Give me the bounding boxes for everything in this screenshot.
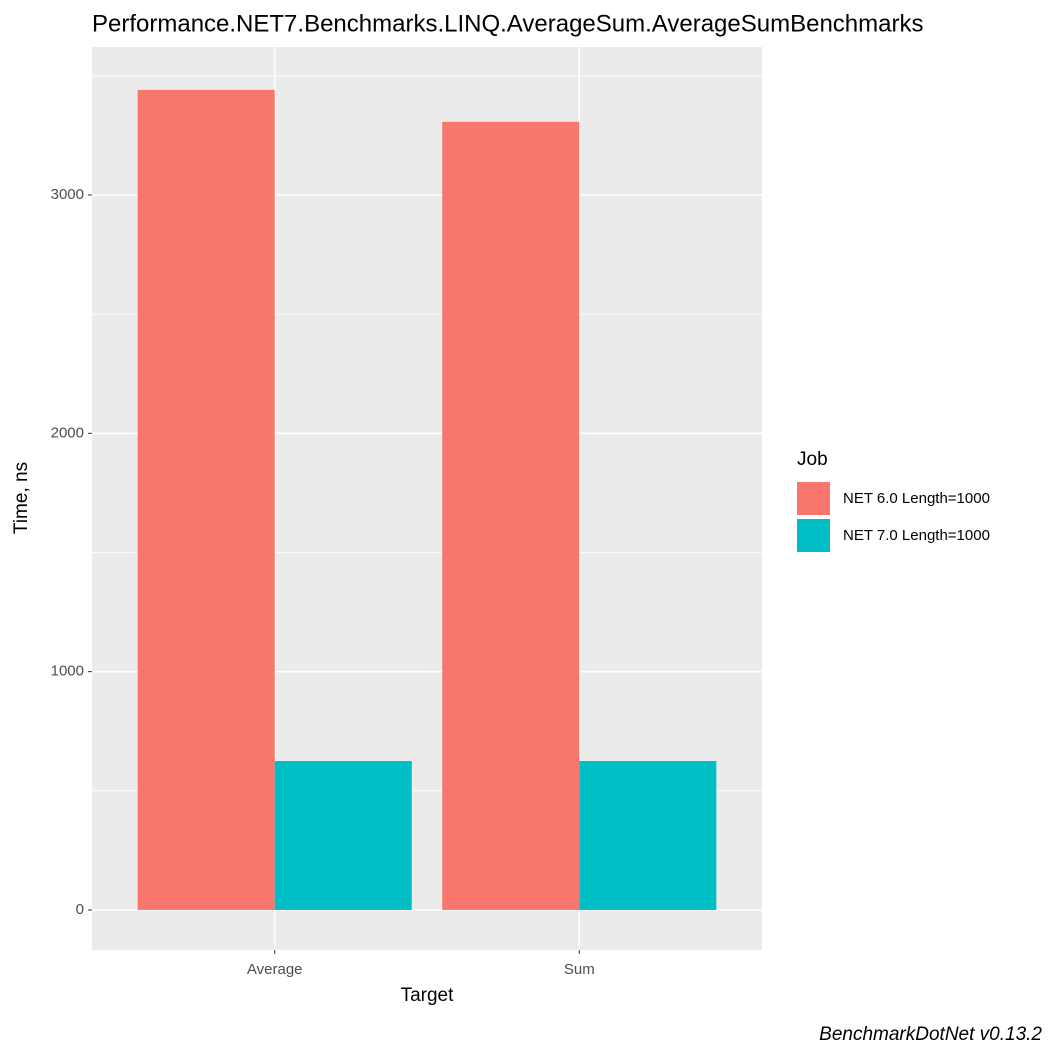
y-axis-title: Time, ns [11, 462, 32, 534]
y-tick-label: 3000 [51, 186, 84, 203]
x-tick-label: Average [247, 961, 303, 978]
bar [579, 761, 717, 910]
bar [442, 121, 580, 910]
legend-title: Job [797, 449, 828, 470]
chart-title: Performance.NET7.Benchmarks.LINQ.Average… [92, 10, 923, 37]
legend-label: NET 7.0 Length=1000 [843, 527, 990, 544]
y-tick-label: 2000 [51, 424, 84, 441]
y-tick-label: 0 [76, 901, 84, 918]
x-axis-title: Target [401, 985, 455, 1006]
legend-label: NET 6.0 Length=1000 [843, 490, 990, 507]
caption: BenchmarkDotNet v0.13.2 [819, 1024, 1042, 1045]
bar [137, 89, 275, 910]
y-tick-label: 1000 [51, 663, 84, 680]
bar [274, 761, 412, 910]
legend-key [797, 482, 830, 515]
x-tick-label: Sum [564, 961, 595, 978]
legend-key [797, 519, 830, 552]
